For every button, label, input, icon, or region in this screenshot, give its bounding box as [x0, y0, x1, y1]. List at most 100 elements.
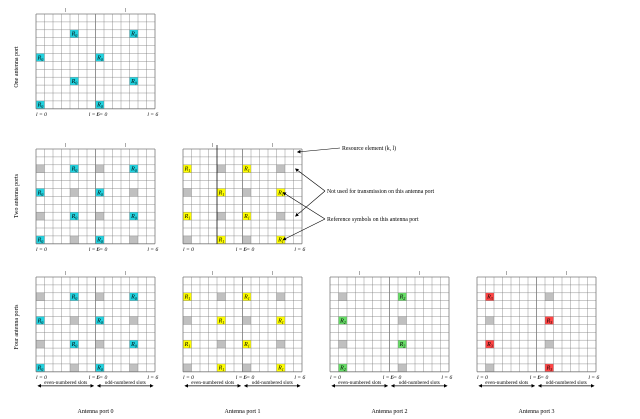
symbol-index-label: l = 0 — [243, 375, 254, 381]
reference-symbol-cell — [183, 292, 192, 301]
reference-symbol-label: R2 — [399, 342, 406, 349]
symbol-index-label: l = 0 — [183, 375, 194, 381]
reference-symbol-label: R0 — [130, 295, 137, 302]
symbol-index-label: l = 6 — [236, 375, 247, 381]
reference-symbol-label: R3 — [546, 318, 553, 325]
reference-symbol-cell — [129, 164, 138, 173]
symbol-index-label: l = 6 — [588, 375, 599, 381]
unused-resource-element — [217, 212, 226, 221]
reference-symbol-cell — [70, 77, 79, 86]
reference-symbol-label: R1 — [218, 318, 225, 325]
symbol-index-label: l = 6 — [294, 247, 305, 253]
reference-symbol-cell — [276, 188, 285, 197]
reference-symbol-cell — [70, 340, 79, 349]
reference-symbol-cell — [217, 316, 226, 325]
reference-symbol-label: R0 — [37, 318, 44, 325]
reference-symbol-cell — [95, 100, 104, 109]
reference-symbol-label: R1 — [243, 167, 250, 174]
symbol-index-label: l = 6 — [530, 375, 541, 381]
reference-symbol-label: R2 — [399, 295, 406, 302]
reference-symbol-cell — [338, 363, 347, 372]
callout-resource-element-arrow — [296, 147, 341, 154]
reference-symbol-label: R0 — [71, 342, 78, 349]
reference-symbol-cell — [338, 316, 347, 325]
symbol-index-label: l = 0 — [243, 247, 254, 253]
reference-symbol-cell — [183, 340, 192, 349]
unused-resource-element — [242, 316, 251, 325]
reference-symbol-cell — [36, 316, 45, 325]
reference-symbol-cell — [129, 292, 138, 301]
reference-symbol-cell — [70, 164, 79, 173]
reference-symbol-cell — [183, 164, 192, 173]
unused-resource-element — [95, 340, 104, 349]
symbol-index-label: l = 6 — [89, 247, 100, 253]
symbol-index-label: l = 0 — [390, 375, 401, 381]
reference-symbol-cell — [217, 235, 226, 244]
callout-resource-element: Resource element (k, l) — [342, 145, 396, 152]
reference-symbol-label: R1 — [277, 318, 284, 325]
reference-symbol-cell — [545, 363, 554, 372]
reference-symbol-label: R0 — [96, 318, 103, 325]
reference-symbol-cell — [398, 340, 407, 349]
odd-slot-label: odd-numbered slots — [546, 380, 587, 386]
reference-symbol-label: R0 — [96, 238, 103, 245]
reference-symbol-label: R0 — [130, 214, 137, 221]
reference-symbol-cell — [95, 53, 104, 62]
reference-symbol-label: R3 — [486, 295, 493, 302]
reference-symbol-cell — [36, 235, 45, 244]
even-slot-label: even-numbered slots — [44, 380, 87, 386]
reference-symbol-cell — [242, 212, 251, 221]
reference-symbol-cell — [95, 188, 104, 197]
unused-resource-element — [129, 235, 138, 244]
unused-resource-element — [183, 235, 192, 244]
unused-resource-element — [242, 188, 251, 197]
unused-resource-element — [398, 363, 407, 372]
reference-symbol-cell — [129, 77, 138, 86]
unused-resource-element — [217, 164, 226, 173]
unused-resource-element — [276, 340, 285, 349]
unused-resource-element — [95, 292, 104, 301]
reference-symbol-cell — [129, 29, 138, 38]
reference-symbol-label: R0 — [71, 79, 78, 86]
row-label: One antenna port — [14, 46, 20, 88]
unused-resource-element — [183, 316, 192, 325]
unused-resource-element — [276, 292, 285, 301]
reference-symbol-cell — [183, 212, 192, 221]
reference-symbol-cell — [36, 188, 45, 197]
reference-symbol-cell — [95, 235, 104, 244]
unused-resource-element — [36, 292, 45, 301]
odd-slot-label: odd-numbered slots — [399, 380, 440, 386]
unused-resource-element — [398, 316, 407, 325]
unused-resource-element — [485, 363, 494, 372]
antenna-port-caption: Antenna port 0 — [78, 409, 114, 415]
antenna-port-caption: Antenna port 1 — [225, 409, 261, 415]
reference-symbol-label: R3 — [546, 366, 553, 373]
reference-symbol-label: R1 — [277, 238, 284, 245]
even-slot-label: even-numbered slots — [191, 380, 234, 386]
reference-symbol-cell — [485, 292, 494, 301]
reference-symbol-cell — [545, 316, 554, 325]
unused-resource-element — [242, 235, 251, 244]
symbol-index-label: l = 6 — [147, 112, 158, 118]
reference-symbol-label: R2 — [339, 318, 346, 325]
callout-reference-symbols: Reference symbols on this antenna port — [327, 216, 419, 223]
reference-symbol-label: R0 — [37, 366, 44, 373]
reference-symbol-label: R0 — [96, 190, 103, 197]
reference-symbol-label: R1 — [243, 295, 250, 302]
reference-symbol-cell — [276, 316, 285, 325]
reference-symbol-label: R0 — [130, 79, 137, 86]
reference-symbol-label: R1 — [218, 366, 225, 373]
reference-symbol-label: R0 — [96, 55, 103, 62]
reference-symbol-cell — [36, 100, 45, 109]
symbol-index-label: l = 0 — [36, 375, 47, 381]
reference-symbol-label: R1 — [243, 214, 250, 221]
reference-symbol-label: R0 — [71, 32, 78, 39]
unused-resource-element — [217, 340, 226, 349]
callout-reference-symbols-arrow — [282, 218, 326, 241]
symbol-index-label: l = 0 — [96, 247, 107, 253]
even-slot-label: even-numbered slots — [338, 380, 381, 386]
reference-symbol-cell — [70, 29, 79, 38]
